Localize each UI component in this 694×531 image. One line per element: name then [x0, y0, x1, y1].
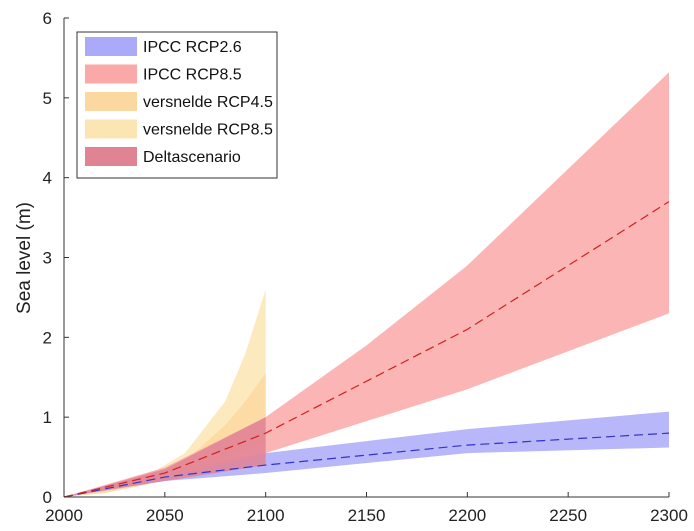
- x-tick-label: 2300: [650, 506, 688, 525]
- band-deltascenario: [64, 417, 266, 497]
- x-tick-label: 2100: [247, 506, 285, 525]
- band-ipcc-rcp8-5: [64, 72, 669, 497]
- legend-swatch-ipcc-rcp2-6: [85, 37, 137, 56]
- band-layer: [64, 72, 669, 497]
- band-ipcc-rcp2-6: [64, 411, 669, 497]
- median-line-ipcc-rcp8-5: [63, 201, 670, 498]
- y-tick-label: 0: [43, 488, 52, 507]
- x-tick-label: 2250: [549, 506, 587, 525]
- legend-label-versnelde-rcp8-5: versnelde RCP8.5: [143, 122, 273, 139]
- x-tick-label: 2050: [146, 506, 184, 525]
- x-tick-label: 2000: [45, 506, 83, 525]
- y-tick-label: 3: [43, 249, 52, 268]
- legend-label-deltascenario: Deltascenario: [143, 149, 241, 166]
- legend: IPCC RCP2.6 IPCC RCP8.5 versnelde RCP4.5 ve…: [76, 31, 278, 179]
- median-layer: [63, 201, 670, 498]
- y-tick-label: 4: [43, 169, 52, 188]
- y-tick-label: 6: [43, 9, 52, 28]
- legend-label-ipcc-rcp8-5: IPCC RCP8.5: [143, 67, 242, 84]
- legend-swatch-ipcc-rcp8-5: [85, 64, 137, 84]
- legend-swatch-deltascenario: [85, 147, 137, 166]
- y-tick-label: 2: [43, 328, 52, 347]
- median-line-ipcc-rcp2-6: [63, 432, 670, 498]
- y-tick-label: 1: [43, 408, 52, 427]
- x-tick-layer: 2000 2050 2100 2150 2200 2250 2300: [45, 492, 688, 525]
- legend-label-ipcc-rcp2-6: IPCC RCP2.6: [143, 39, 242, 56]
- legend-swatch-versnelde-rcp8-5: [85, 119, 137, 139]
- y-tick-layer: 0 1 2 3 4 5 6: [43, 9, 69, 507]
- y-axis-label: Sea level (m): [14, 202, 35, 314]
- legend-label-versnelde-rcp4-5: versnelde RCP4.5: [143, 94, 273, 111]
- x-tick-label: 2200: [448, 506, 486, 525]
- y-tick-label: 5: [43, 89, 52, 108]
- x-tick-label: 2150: [348, 506, 386, 525]
- legend-swatch-versnelde-rcp4-5: [85, 92, 137, 111]
